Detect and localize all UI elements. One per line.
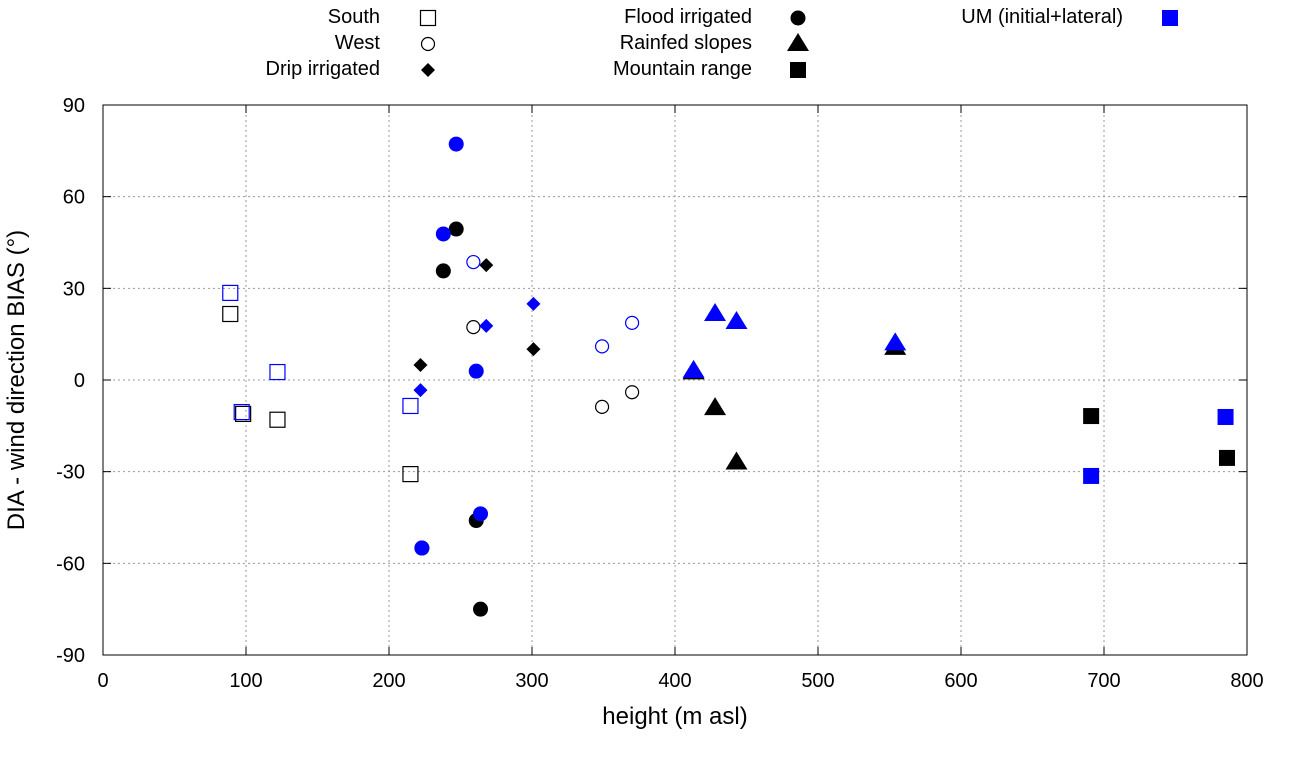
x-tick-label: 700 bbox=[1087, 670, 1120, 692]
x-tick-label: 500 bbox=[801, 670, 834, 692]
legend-label: Rainfed slopes bbox=[620, 32, 752, 54]
legend-marker-open-square-icon bbox=[419, 9, 437, 27]
point-dia-drip-irrigated bbox=[526, 342, 541, 357]
y-tick-label: -90 bbox=[56, 645, 85, 667]
point-um-mountain-range bbox=[1083, 467, 1100, 484]
point-dia-south bbox=[402, 466, 419, 483]
point-um-flood-irrigated bbox=[414, 540, 430, 556]
legend-label: Drip irrigated bbox=[266, 58, 380, 80]
point-um-flood-irrigated bbox=[468, 363, 484, 379]
point-um-south bbox=[222, 284, 239, 302]
legend-marker-square-icon bbox=[790, 62, 806, 78]
point-um-flood-irrigated bbox=[435, 226, 451, 242]
y-tick-label: -30 bbox=[56, 462, 85, 484]
point-dia-rainfed-slopes bbox=[725, 451, 748, 470]
point-dia-flood-irrigated bbox=[473, 601, 489, 617]
point-um-flood-irrigated bbox=[448, 136, 464, 152]
y-tick-label: 30 bbox=[63, 278, 85, 300]
x-tick-label: 800 bbox=[1230, 670, 1263, 692]
point-um-west bbox=[624, 315, 640, 330]
point-dia-mountain-range bbox=[1218, 449, 1235, 466]
point-um-flood-irrigated bbox=[473, 506, 489, 522]
legend-marker-circle-icon bbox=[790, 10, 806, 26]
data-points bbox=[222, 136, 1235, 617]
x-tick-label: 400 bbox=[658, 670, 691, 692]
point-dia-west bbox=[594, 399, 610, 414]
y-axis-label: DIA - wind direction BIAS (°) bbox=[3, 230, 30, 530]
x-tick-label: 300 bbox=[515, 670, 548, 692]
legend-label: Flood irrigated bbox=[624, 6, 752, 28]
y-tick-label: 0 bbox=[74, 370, 85, 392]
point-um-drip-irrigated bbox=[413, 383, 428, 398]
legend-label: West bbox=[335, 32, 381, 54]
grid bbox=[103, 105, 1247, 655]
legend-label: UM (initial+lateral) bbox=[961, 6, 1123, 28]
point-um-south bbox=[269, 363, 286, 381]
x-tick-label: 0 bbox=[97, 670, 108, 692]
point-um-south bbox=[233, 403, 250, 421]
point-dia-drip-irrigated bbox=[413, 358, 428, 373]
point-um-south bbox=[402, 397, 419, 415]
point-um-mountain-range bbox=[1217, 408, 1234, 425]
point-dia-west bbox=[466, 320, 481, 335]
point-dia-drip-irrigated bbox=[479, 258, 494, 273]
point-dia-south bbox=[235, 405, 252, 423]
point-um-west bbox=[466, 254, 481, 270]
point-dia-mountain-range bbox=[1083, 408, 1100, 425]
point-um-rainfed-slopes bbox=[704, 303, 727, 321]
point-um-rainfed-slopes bbox=[682, 359, 705, 378]
point-um-drip-irrigated bbox=[479, 318, 494, 333]
y-tick-label: 60 bbox=[63, 187, 85, 209]
x-tick-label: 100 bbox=[229, 670, 262, 692]
legend-marker-open-circle-icon bbox=[420, 36, 436, 52]
legend-marker-diamond-icon bbox=[421, 63, 435, 77]
y-tick-label: 90 bbox=[63, 95, 85, 117]
point-um-west bbox=[594, 339, 610, 354]
point-dia-rainfed-slopes bbox=[704, 397, 727, 416]
point-um-drip-irrigated bbox=[526, 296, 541, 311]
axis-ticks: 0 100 200 300 400 500 600 700 800 -90 -60 -30 0 30 60 9… bbox=[56, 95, 1264, 692]
point-um-rainfed-slopes bbox=[725, 310, 748, 329]
point-dia-flood-irrigated bbox=[435, 263, 451, 279]
legend-label: South bbox=[328, 6, 380, 28]
legend-label: Mountain range bbox=[613, 58, 752, 80]
point-dia-south bbox=[269, 411, 286, 428]
legend-marker-square-icon bbox=[1162, 10, 1178, 26]
legend-marker-triangle-icon bbox=[787, 33, 809, 51]
point-dia-flood-irrigated bbox=[448, 221, 464, 237]
x-tick-label: 200 bbox=[372, 670, 405, 692]
x-tick-label: 600 bbox=[944, 670, 977, 692]
point-dia-west bbox=[624, 385, 640, 400]
point-dia-south bbox=[222, 305, 239, 323]
x-axis-label: height (m asl) bbox=[602, 703, 747, 730]
legend: South West Drip irrigated Flood irrigated Ra… bbox=[266, 6, 1178, 80]
y-tick-label: -60 bbox=[56, 553, 85, 575]
point-um-rainfed-slopes bbox=[884, 332, 907, 351]
